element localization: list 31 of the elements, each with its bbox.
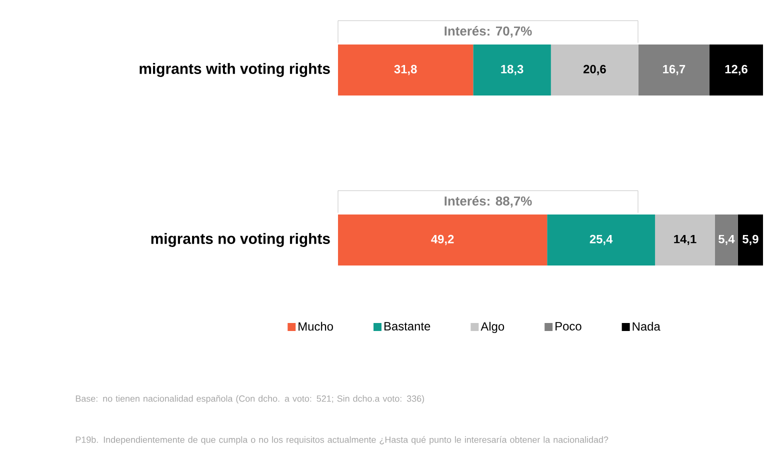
data-label: 14,1 — [674, 234, 696, 246]
data-label: 20,6 — [583, 64, 606, 76]
bar — [655, 214, 715, 266]
bar — [547, 214, 656, 266]
bar — [709, 44, 764, 96]
y-tick-label: migrants with voting rights — [140, 62, 330, 77]
annotation: Interés: 88,7% — [444, 196, 532, 208]
bar — [338, 44, 474, 96]
bar — [638, 44, 710, 96]
bar — [550, 44, 638, 96]
legend-label: Mucho — [298, 322, 333, 331]
y-tick-label: migrants no voting rights — [151, 232, 330, 247]
bar — [714, 214, 738, 266]
data-label: 16,7 — [663, 64, 686, 76]
annotation: Interés: 70,7% — [444, 26, 532, 38]
legend-label: Nada — [632, 322, 660, 331]
legend-label: Algo — [480, 322, 504, 334]
data-label: 5,9 — [742, 234, 758, 246]
text: Base: no tienen nacionalidad española (Con dcho. a voto: 521; Sin dcho.a voto: 336) — [76, 395, 424, 404]
data-label: 25,4 — [590, 234, 613, 246]
data-label: 12,6 — [725, 64, 748, 76]
data-label: 31,8 — [394, 64, 417, 76]
legend-label: Poco — [556, 322, 582, 330]
text: P19b. Independientemente de que cumpla o no los requisitos actualmente ¿Hasta qué punto le interesaría obtener la nacionalidad? — [76, 436, 608, 445]
legend-label: Bastante — [384, 322, 430, 330]
data-label: 5,4 — [718, 234, 735, 246]
bar — [338, 214, 548, 266]
bar — [738, 214, 764, 266]
data-label: 18,3 — [501, 64, 524, 76]
data-label: 49,2 — [431, 234, 454, 246]
bar — [473, 44, 551, 96]
